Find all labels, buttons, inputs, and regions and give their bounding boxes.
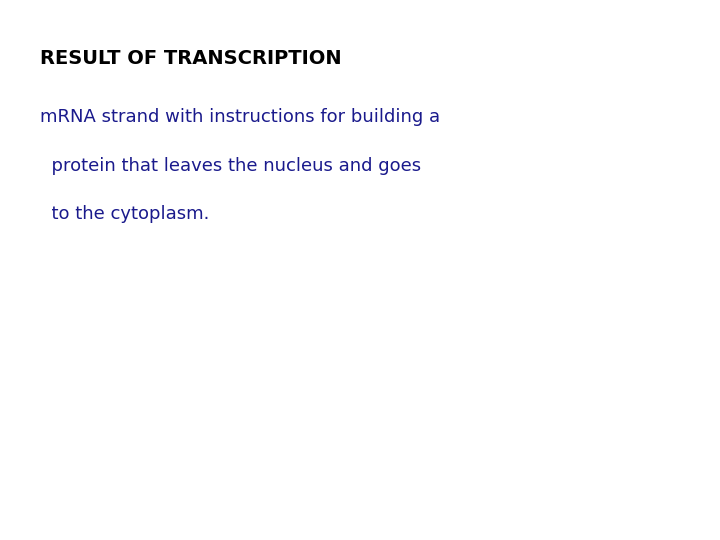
Text: protein that leaves the nucleus and goes: protein that leaves the nucleus and goes xyxy=(40,157,420,174)
Text: mRNA strand with instructions for building a: mRNA strand with instructions for buildi… xyxy=(40,108,440,126)
Text: to the cytoplasm.: to the cytoplasm. xyxy=(40,205,209,223)
Text: RESULT OF TRANSCRIPTION: RESULT OF TRANSCRIPTION xyxy=(40,49,341,68)
